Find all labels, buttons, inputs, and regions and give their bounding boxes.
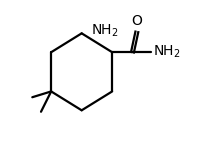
- Text: O: O: [131, 14, 142, 28]
- Text: NH$_2$: NH$_2$: [153, 44, 181, 60]
- Text: NH$_2$: NH$_2$: [91, 23, 119, 39]
